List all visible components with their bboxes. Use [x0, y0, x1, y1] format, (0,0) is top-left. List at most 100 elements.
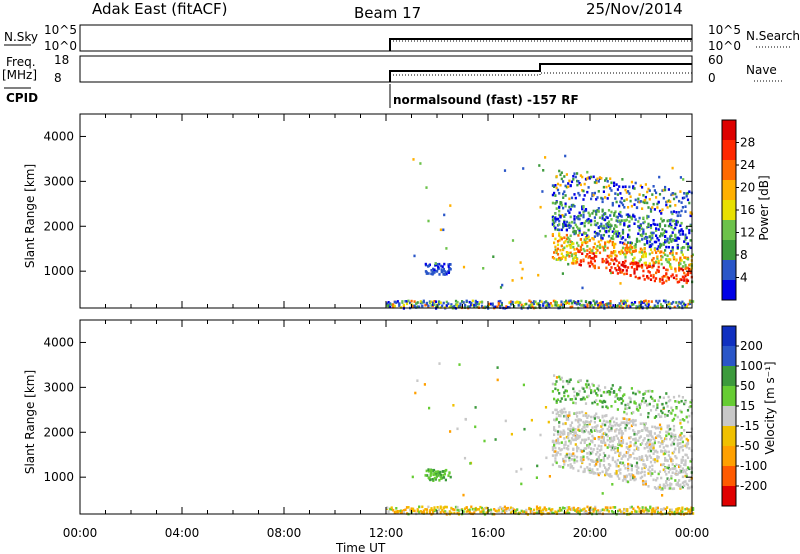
heatmap-cell — [439, 506, 442, 510]
heatmap-cell — [619, 472, 622, 475]
heatmap-cell — [573, 433, 576, 436]
heatmap-cell — [447, 263, 450, 266]
heatmap-cell — [652, 219, 655, 222]
heatmap-cell — [670, 218, 673, 222]
heatmap-cell — [666, 477, 669, 480]
heatmap-cell — [676, 511, 679, 514]
heatmap-cell — [501, 283, 504, 287]
heatmap-cell — [602, 259, 605, 263]
heatmap-cell — [605, 391, 608, 394]
heatmap-cell — [419, 510, 422, 513]
heatmap-cell — [680, 278, 683, 282]
heatmap-cell — [665, 203, 668, 207]
heatmap-cell — [634, 392, 637, 396]
heatmap-cell — [606, 180, 609, 183]
heatmap-cell — [597, 226, 600, 229]
heatmap-cell — [647, 415, 650, 419]
heatmap-cell — [389, 507, 392, 511]
heatmap-cell — [616, 458, 619, 462]
heatmap-cell — [607, 510, 610, 513]
heatmap-cell — [647, 509, 650, 512]
heatmap-cell — [685, 305, 689, 308]
heatmap-cell — [442, 473, 445, 477]
heatmap-cell — [621, 479, 625, 482]
heatmap-cell — [667, 454, 670, 457]
heatmap-cell — [602, 451, 605, 455]
heatmap-cell — [530, 418, 533, 422]
heatmap-cell — [639, 402, 642, 406]
heatmap-cell — [644, 183, 647, 186]
heatmap-cell — [456, 505, 459, 509]
heatmap-cell — [684, 459, 687, 462]
heatmap-cell — [688, 406, 691, 409]
heatmap-cell — [544, 156, 547, 159]
heatmap-cell — [672, 239, 676, 242]
heatmap-cell — [661, 189, 664, 192]
power-heatmap — [386, 154, 695, 310]
heatmap-cell — [554, 450, 557, 453]
heatmap-cell — [667, 224, 670, 228]
heatmap-cell — [683, 271, 686, 275]
heatmap-cell — [600, 459, 603, 462]
heatmap-cell — [605, 433, 608, 437]
heatmap-cell — [565, 228, 568, 232]
x-tick-label: 00:00 — [63, 526, 98, 540]
heatmap-cell — [552, 299, 555, 303]
heatmap-cell — [651, 231, 654, 235]
heatmap-cell — [607, 463, 611, 466]
heatmap-cell — [653, 247, 656, 250]
heatmap-cell — [508, 301, 511, 304]
heatmap-cell — [577, 436, 580, 440]
heatmap-cell — [454, 505, 458, 509]
nsky-tick-bottom: 10^0 — [44, 39, 77, 53]
heatmap-cell — [471, 299, 474, 303]
heatmap-cell — [558, 228, 561, 232]
heatmap-cell — [670, 474, 673, 478]
nsky-label: N.Sky — [4, 30, 38, 44]
heatmap-cell — [554, 303, 557, 307]
heatmap-cell — [558, 414, 561, 417]
heatmap-cell — [578, 303, 581, 306]
heatmap-cell — [620, 457, 623, 460]
heatmap-cell — [630, 180, 633, 184]
heatmap-cell — [633, 437, 636, 441]
heatmap-cell — [511, 509, 514, 513]
heatmap-cell — [567, 447, 570, 451]
heatmap-cell — [607, 474, 611, 477]
velocity-x-axis — [79, 320, 693, 514]
heatmap-cell — [598, 389, 602, 392]
heatmap-cell — [638, 193, 641, 196]
heatmap-cell — [438, 508, 441, 512]
heatmap-cell — [604, 400, 607, 404]
heatmap-cell — [638, 200, 641, 204]
heatmap-cell — [651, 425, 654, 429]
heatmap-cell — [587, 436, 590, 440]
heatmap-cell — [665, 245, 668, 249]
heatmap-cell — [513, 305, 516, 308]
heatmap-cell — [653, 510, 656, 514]
heatmap-cell — [572, 434, 575, 437]
heatmap-cell — [606, 260, 609, 264]
heatmap-cell — [601, 304, 604, 307]
heatmap-cell — [685, 257, 688, 260]
heatmap-cell — [655, 251, 658, 254]
heatmap-cell — [681, 396, 684, 399]
heatmap-cell — [638, 436, 641, 440]
heatmap-cell — [427, 505, 430, 509]
heatmap-cell — [497, 509, 500, 512]
heatmap-cell — [583, 467, 586, 471]
heatmap-cell — [601, 492, 604, 495]
heatmap-cell — [592, 471, 595, 475]
heatmap-cell — [598, 429, 602, 433]
heatmap-cell — [458, 363, 461, 366]
heatmap-cell — [425, 508, 428, 511]
heatmap-cell — [596, 458, 599, 461]
heatmap-cell — [576, 179, 579, 183]
heatmap-cell — [689, 269, 692, 272]
heatmap-cell — [405, 300, 409, 303]
heatmap-cell — [664, 437, 667, 440]
colorbar-segment — [722, 486, 736, 507]
heatmap-cell — [686, 456, 690, 459]
heatmap-cell — [674, 192, 677, 196]
heatmap-cell — [413, 254, 416, 258]
